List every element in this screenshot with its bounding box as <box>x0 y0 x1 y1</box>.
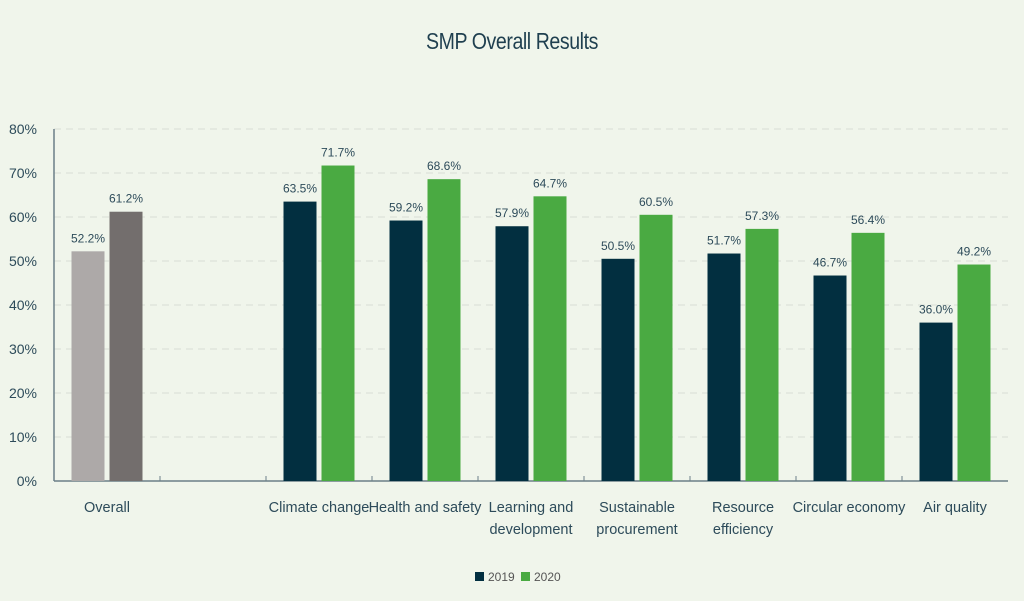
bar-2020 <box>427 179 461 481</box>
bar-2020 <box>109 211 143 481</box>
chart-title: SMP Overall Results <box>426 28 598 54</box>
y-tick-label: 80% <box>9 121 37 137</box>
data-label: 61.2% <box>109 192 143 206</box>
legend-swatch-2019 <box>475 572 484 581</box>
bar-2019 <box>71 251 105 481</box>
bar-2020 <box>639 214 673 482</box>
data-label: 64.7% <box>533 176 567 190</box>
x-tick-label: procurement <box>596 522 677 538</box>
bar-2019 <box>283 201 317 481</box>
x-tick-label: Health and safety <box>369 500 483 516</box>
y-tick-label: 20% <box>9 385 37 401</box>
x-tick-label: Circular economy <box>793 500 907 516</box>
data-label: 63.5% <box>283 182 317 196</box>
bar-2020 <box>321 165 355 481</box>
bar-2020 <box>957 264 991 481</box>
bar-2019 <box>707 253 741 481</box>
data-label: 71.7% <box>321 146 355 160</box>
bar-2019 <box>919 322 953 481</box>
bar-2019 <box>495 226 529 481</box>
legend-label: 2019 <box>488 570 515 584</box>
data-label: 36.0% <box>919 303 953 317</box>
x-tick-label: Resource <box>712 500 774 516</box>
data-label: 59.2% <box>389 201 423 215</box>
data-label: 51.7% <box>707 234 741 248</box>
y-tick-label: 0% <box>17 473 37 489</box>
data-label: 56.4% <box>851 213 885 227</box>
y-tick-label: 10% <box>9 429 37 445</box>
y-tick-label: 30% <box>9 341 37 357</box>
bar-2019 <box>389 220 423 481</box>
y-tick-label: 40% <box>9 297 37 313</box>
data-label: 46.7% <box>813 256 847 270</box>
x-tick-label: Learning and <box>489 500 574 516</box>
x-tick-label: Sustainable <box>599 500 675 516</box>
x-tick-label: development <box>489 522 572 538</box>
data-label: 57.9% <box>495 206 529 220</box>
y-tick-label: 60% <box>9 209 37 225</box>
data-label: 57.3% <box>745 209 779 223</box>
bar-2020 <box>745 228 779 481</box>
bar-2020 <box>851 232 885 481</box>
y-tick-label: 50% <box>9 253 37 269</box>
bar-2019 <box>813 275 847 481</box>
x-tick-label: Overall <box>84 500 130 516</box>
bar-2020 <box>533 196 567 481</box>
data-label: 60.5% <box>639 195 673 209</box>
x-tick-label: Air quality <box>923 500 987 516</box>
data-label: 68.6% <box>427 159 461 173</box>
bar-2019 <box>601 258 635 481</box>
legend-label: 2020 <box>534 570 561 584</box>
data-label: 49.2% <box>957 245 991 259</box>
x-tick-label: efficiency <box>713 522 774 538</box>
legend-swatch-2020 <box>521 572 530 581</box>
x-tick-label: Climate change <box>269 500 370 516</box>
data-label: 50.5% <box>601 239 635 253</box>
data-label: 52.2% <box>71 231 105 245</box>
y-tick-label: 70% <box>9 165 37 181</box>
